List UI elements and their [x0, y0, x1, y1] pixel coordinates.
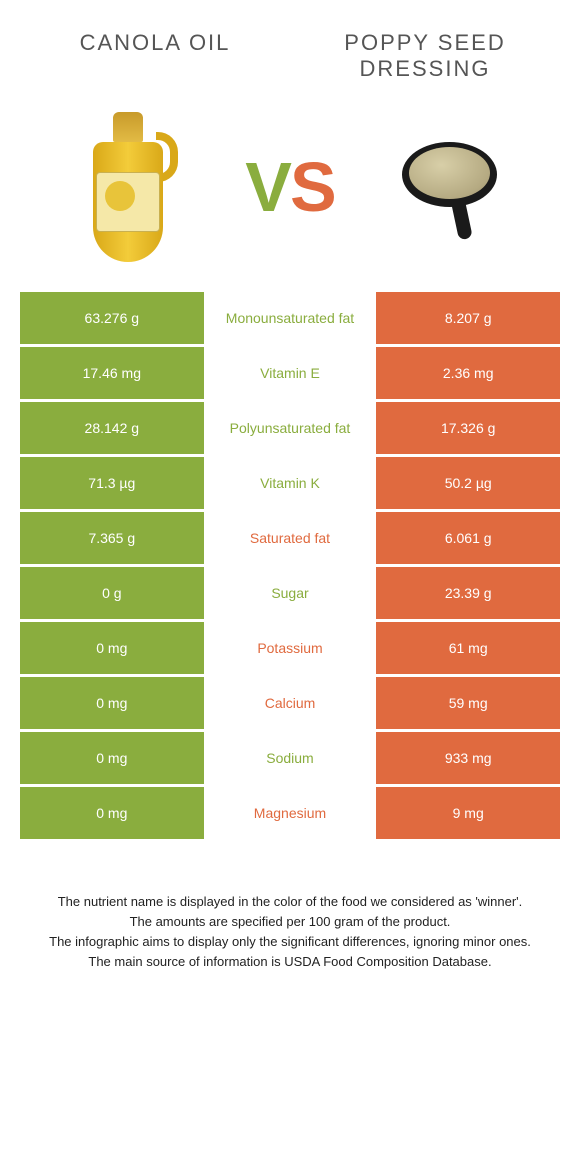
- value-left: 7.365 g: [20, 512, 204, 564]
- table-row: 17.46 mgVitamin E2.36 mg: [20, 347, 560, 402]
- title-right: POPPY SEED DRESSING: [290, 30, 560, 82]
- value-right: 6.061 g: [376, 512, 560, 564]
- value-right: 933 mg: [376, 732, 560, 784]
- vs-label: VS: [245, 147, 334, 227]
- value-right: 17.326 g: [376, 402, 560, 454]
- value-left: 0 mg: [20, 677, 204, 729]
- images-row: VS: [0, 92, 580, 292]
- value-right: 8.207 g: [376, 292, 560, 344]
- table-row: 28.142 gPolyunsaturated fat17.326 g: [20, 402, 560, 457]
- value-left: 0 g: [20, 567, 204, 619]
- value-right: 9 mg: [376, 787, 560, 839]
- table-row: 0 mgPotassium61 mg: [20, 622, 560, 677]
- value-right: 50.2 µg: [376, 457, 560, 509]
- value-right: 23.39 g: [376, 567, 560, 619]
- nutrient-label: Saturated fat: [204, 512, 377, 564]
- value-left: 0 mg: [20, 787, 204, 839]
- nutrient-label: Monounsaturated fat: [204, 292, 377, 344]
- comparison-table: 63.276 gMonounsaturated fat8.207 g17.46 …: [20, 292, 560, 842]
- value-left: 63.276 g: [20, 292, 204, 344]
- vs-s: S: [290, 148, 335, 226]
- table-row: 0 mgCalcium59 mg: [20, 677, 560, 732]
- value-left: 28.142 g: [20, 402, 204, 454]
- value-left: 71.3 µg: [20, 457, 204, 509]
- table-row: 0 mgMagnesium9 mg: [20, 787, 560, 842]
- nutrient-label: Vitamin E: [204, 347, 377, 399]
- footnote-line: The infographic aims to display only the…: [40, 932, 540, 952]
- table-row: 0 mgSodium933 mg: [20, 732, 560, 787]
- table-row: 71.3 µgVitamin K50.2 µg: [20, 457, 560, 512]
- value-right: 61 mg: [376, 622, 560, 674]
- vs-v: V: [245, 148, 290, 226]
- nutrient-label: Sodium: [204, 732, 377, 784]
- footnote-line: The main source of information is USDA F…: [40, 952, 540, 972]
- table-row: 0 gSugar23.39 g: [20, 567, 560, 622]
- table-row: 63.276 gMonounsaturated fat8.207 g: [20, 292, 560, 347]
- footnote-line: The nutrient name is displayed in the co…: [40, 892, 540, 912]
- value-left: 0 mg: [20, 622, 204, 674]
- footnotes: The nutrient name is displayed in the co…: [0, 842, 580, 993]
- nutrient-label: Potassium: [204, 622, 377, 674]
- nutrient-label: Vitamin K: [204, 457, 377, 509]
- table-row: 7.365 gSaturated fat6.061 g: [20, 512, 560, 567]
- value-right: 2.36 mg: [376, 347, 560, 399]
- value-left: 0 mg: [20, 732, 204, 784]
- value-right: 59 mg: [376, 677, 560, 729]
- image-right: [355, 132, 550, 242]
- header: CANOLA OIL POPPY SEED DRESSING: [0, 0, 580, 92]
- title-left: CANOLA OIL: [20, 30, 290, 82]
- dressing-bowl-icon: [397, 132, 507, 242]
- nutrient-label: Sugar: [204, 567, 377, 619]
- value-left: 17.46 mg: [20, 347, 204, 399]
- nutrient-label: Polyunsaturated fat: [204, 402, 377, 454]
- nutrient-label: Calcium: [204, 677, 377, 729]
- footnote-line: The amounts are specified per 100 gram o…: [40, 912, 540, 932]
- image-left: [30, 112, 225, 262]
- nutrient-label: Magnesium: [204, 787, 377, 839]
- canola-bottle-icon: [78, 112, 178, 262]
